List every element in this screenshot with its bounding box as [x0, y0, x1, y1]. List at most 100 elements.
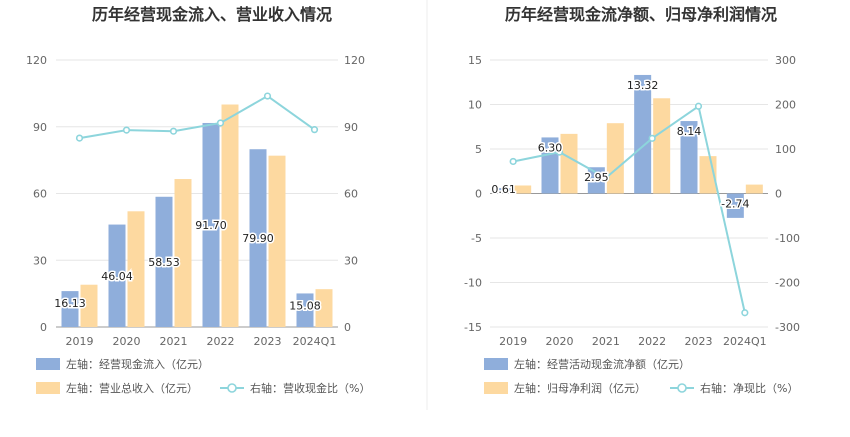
bar-data-label: 6.30: [538, 141, 563, 154]
y-tick-right: 90: [344, 121, 358, 134]
legend-label: 右轴：净现比（%）: [700, 381, 798, 395]
x-tick-label: 2021: [160, 335, 188, 348]
y-tick-left: 10: [468, 99, 482, 112]
ratio-line: [512, 104, 746, 313]
bar-primary: [249, 149, 267, 327]
legend-label: 右轴：营收现金比（%）: [250, 381, 370, 395]
ratio-point: [694, 102, 703, 110]
bar-primary: [634, 74, 652, 194]
bar-secondary: [606, 123, 624, 194]
y-tick-left: -5: [471, 232, 482, 245]
y-tick-left: -10: [464, 277, 482, 290]
bar-data-label: 46.04: [101, 270, 133, 283]
bar-data-label: -2.74: [721, 198, 749, 211]
y-tick-right: 200: [775, 99, 796, 112]
bar-secondary: [315, 289, 333, 327]
ratio-point: [555, 148, 564, 156]
legend-label: 左轴：经营活动现金流净额（亿元）: [514, 357, 690, 371]
bar-primary: [495, 188, 513, 194]
ratio-point: [602, 174, 610, 182]
bar-primary: [155, 196, 173, 327]
y-tick-right: -300: [775, 321, 800, 334]
y-tick-right: 100: [775, 143, 796, 156]
bar-secondary: [268, 155, 286, 327]
ratio-point: [509, 157, 517, 166]
bar-primary: [202, 122, 220, 327]
legend-label: 左轴：经营现金流入（亿元）: [66, 357, 209, 371]
x-tick-label: 2024Q1: [723, 335, 767, 348]
y-tick-left: 60: [33, 188, 47, 201]
bar-primary: [61, 291, 79, 327]
legend-marker: [677, 383, 687, 393]
y-tick-left: 0: [40, 321, 47, 334]
x-tick-label: 2024Q1: [293, 335, 337, 348]
y-tick-right: -200: [775, 277, 800, 290]
legend-swatch: [36, 382, 60, 394]
legend-label: 左轴：营业总收入（亿元）: [66, 381, 198, 395]
bar-data-label: 13.32: [627, 79, 659, 92]
ratio-point: [216, 119, 225, 127]
chart-panel-right: -15 -300 -10 -200 -5 -100 0 0 5 100 10 200 15 300 2019…: [464, 54, 800, 395]
legend-swatch: [484, 382, 508, 394]
x-tick-label: 2020: [546, 335, 574, 348]
ratio-line: [79, 94, 316, 140]
ratio-point: [741, 309, 749, 317]
legend-label: 左轴：归母净利润（亿元）: [514, 381, 646, 395]
y-tick-right: 300: [775, 54, 796, 67]
y-tick-left: -15: [464, 321, 482, 334]
bar-data-label: 91.70: [195, 219, 227, 232]
x-tick-label: 2023: [685, 335, 713, 348]
bar-data-label: 58.53: [148, 256, 180, 269]
bar-secondary: [174, 179, 192, 327]
bar-data-label: 2.95: [584, 171, 609, 184]
x-tick-label: 2021: [592, 335, 620, 348]
bar-primary: [108, 224, 126, 327]
bar-secondary: [653, 98, 671, 194]
ratio-point: [169, 127, 178, 135]
ratio-point: [122, 126, 131, 134]
ratio-point: [263, 92, 272, 100]
y-tick-left: 0: [475, 188, 482, 201]
chart-title-right: 历年经营现金流净额、归母净利润情况: [505, 5, 777, 24]
y-tick-left: 5: [475, 143, 482, 156]
x-tick-label: 2023: [254, 335, 282, 348]
y-tick-right: 0: [775, 188, 782, 201]
bar-secondary: [560, 133, 578, 194]
chart-panel-left: 0 0 30 30 60 60 90 90 120 120 2019 2020 2021 2022 2023…: [26, 54, 370, 395]
x-tick-label: 2022: [207, 335, 235, 348]
bar-secondary: [127, 211, 145, 327]
y-tick-left: 120: [26, 54, 47, 67]
bar-data-label: 15.08: [289, 299, 321, 312]
y-tick-right: -100: [775, 232, 800, 245]
bar-primary: [541, 137, 559, 194]
chart-title-left: 历年经营现金流入、营业收入情况: [92, 5, 332, 24]
bar-data-label: 0.61: [491, 183, 516, 196]
bar-secondary: [221, 104, 239, 327]
x-tick-label: 2019: [499, 335, 527, 348]
bar-primary: [587, 167, 605, 194]
x-tick-label: 2020: [113, 335, 141, 348]
legend-swatch: [36, 358, 60, 370]
x-tick-label: 2022: [638, 335, 666, 348]
y-tick-left: 15: [468, 54, 482, 67]
ratio-point: [75, 134, 84, 142]
bar-data-label: 79.90: [242, 232, 274, 245]
ratio-point: [648, 134, 656, 142]
bar-secondary: [80, 284, 98, 327]
y-tick-right: 30: [344, 254, 358, 267]
legend-marker: [227, 383, 237, 393]
ratio-point: [310, 126, 319, 134]
y-tick-right: 0: [344, 321, 351, 334]
bar-primary: [680, 121, 698, 194]
x-tick-label: 2019: [66, 335, 94, 348]
y-tick-left: 30: [33, 254, 47, 267]
bar-data-label: 16.13: [54, 297, 86, 310]
bar-primary: [726, 193, 744, 218]
bar-primary: [296, 293, 314, 327]
bar-secondary: [745, 184, 763, 194]
y-tick-right: 120: [344, 54, 365, 67]
y-tick-left: 90: [33, 121, 47, 134]
legend-swatch: [484, 358, 508, 370]
